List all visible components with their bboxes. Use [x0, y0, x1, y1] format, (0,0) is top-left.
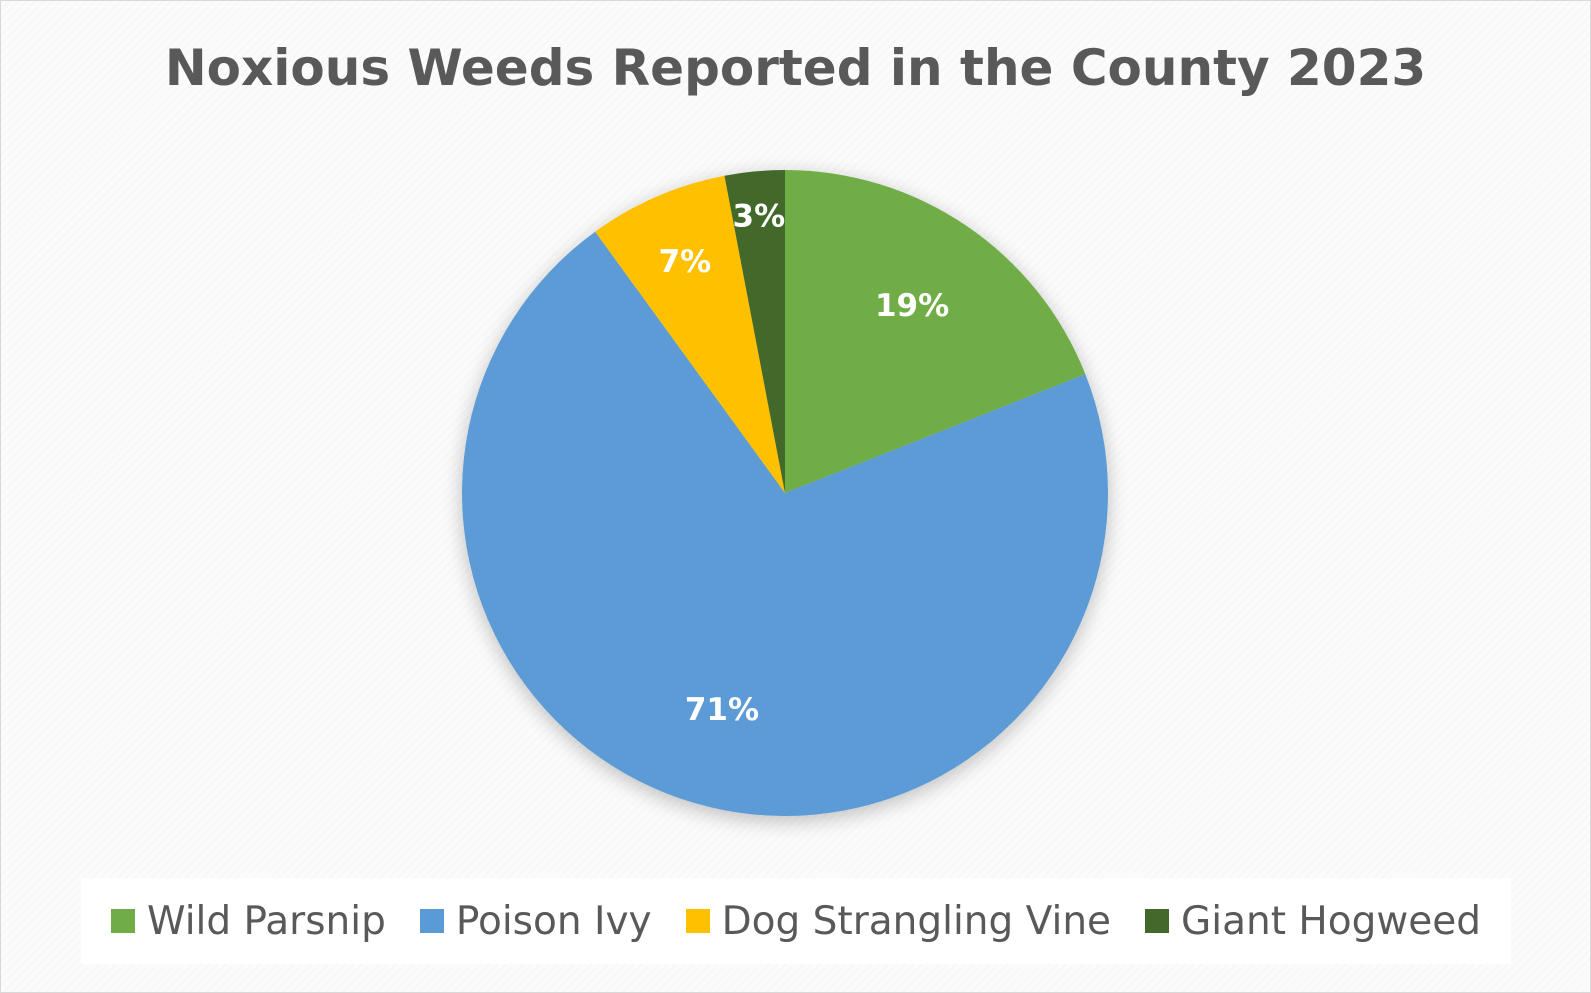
pie-slice-wild-parsnip: [785, 170, 1086, 493]
legend-item-dog-strangling-vine: Dog Strangling Vine: [685, 898, 1112, 944]
pie-slice-poison-ivy: [461, 231, 1108, 817]
pie-slice-dog-strangling-vine: [595, 175, 785, 493]
legend-swatch: [110, 909, 135, 933]
legend-swatch: [419, 909, 444, 933]
legend: Wild Parsnip Poison Ivy Dog Strangling V…: [81, 878, 1511, 964]
legend-item-poison-ivy: Poison Ivy: [419, 898, 652, 944]
legend-swatch: [685, 909, 710, 933]
legend-item-wild-parsnip: Wild Parsnip: [110, 898, 386, 944]
data-label-wild-parsnip: 19%: [875, 288, 949, 324]
chart-title: Noxious Weeds Reported in the County 202…: [164, 39, 1427, 97]
pie-slice-giant-hogweed: [724, 170, 785, 493]
data-label-poison-ivy: 71%: [685, 692, 759, 728]
legend-swatch: [1145, 909, 1170, 933]
legend-label: Giant Hogweed: [1181, 898, 1481, 944]
legend-label: Wild Parsnip: [146, 898, 386, 944]
legend-label: Poison Ivy: [455, 898, 652, 944]
legend-item-giant-hogweed: Giant Hogweed: [1145, 899, 1481, 944]
data-label-dog-strangling-vine: 7%: [659, 244, 712, 280]
legend-label: Dog Strangling Vine: [721, 898, 1112, 944]
data-label-giant-hogweed: 3%: [733, 198, 786, 234]
